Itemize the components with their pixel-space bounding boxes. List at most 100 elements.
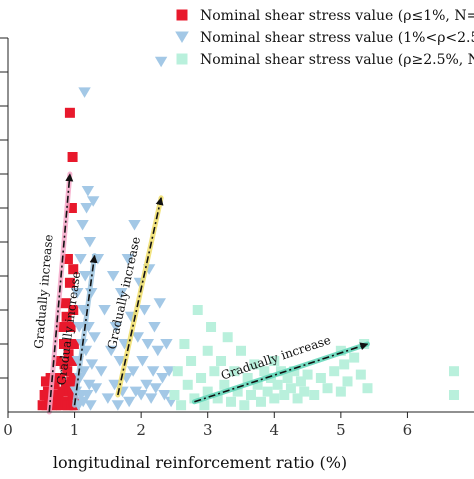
series-2-point-11 (202, 386, 213, 397)
series-0-point-20 (60, 298, 71, 309)
series-0-point-18 (59, 359, 70, 370)
series-0-point-22 (61, 311, 72, 322)
series-1-point-46 (128, 220, 141, 231)
series-0-point-37 (68, 305, 79, 315)
series-2-point-51 (349, 352, 360, 363)
series-2-point-32 (269, 356, 280, 366)
series-1-point-59 (149, 383, 162, 394)
legend-label-0: Nominal shear stress value (ρ≤1%, N=43) (200, 8, 474, 24)
series-1-point-9 (76, 220, 89, 231)
series-2-point-38 (289, 366, 300, 377)
series-2-point-12 (206, 322, 217, 332)
series-2-point-46 (329, 366, 340, 377)
series-2-point-45 (322, 383, 333, 394)
series-0-point-21 (60, 379, 71, 390)
series-0-point-4 (42, 386, 53, 397)
series-2-point-13 (209, 366, 220, 377)
legend: Nominal shear stress value (ρ≤1%, N=43) N… (175, 8, 474, 68)
series-1-point-1 (71, 288, 84, 299)
series-2-point-54 (362, 383, 373, 394)
series-1-point-29 (95, 366, 108, 377)
series-1-point-43 (122, 396, 136, 408)
series-0-point-10 (50, 400, 61, 411)
x-tick-label-4: 4 (270, 421, 280, 439)
series-2-point-50 (342, 376, 353, 387)
series-2-point-16 (219, 379, 230, 390)
series-0-point-12 (53, 393, 64, 404)
series-1-point-32 (104, 345, 118, 357)
series-2-point-28 (259, 366, 270, 377)
series-1-point-18 (81, 186, 95, 197)
y-axis-ticks (0, 37, 8, 379)
series-2-point-43 (309, 390, 320, 400)
series-2-point-29 (262, 386, 273, 397)
series-2-point-36 (282, 373, 293, 383)
series-1-point-27 (89, 383, 103, 394)
x-tick-label-6: 6 (403, 421, 413, 439)
series-2-point-18 (226, 396, 237, 407)
series-2-point-39 (292, 393, 303, 404)
series-2-point-33 (272, 379, 283, 390)
series-1-point-45 (126, 366, 140, 377)
series-2-point-3 (179, 339, 190, 349)
axes (7, 38, 474, 413)
series-2-point-48 (335, 386, 346, 397)
series-1-point-60 (151, 345, 164, 357)
series-1-point-10 (77, 396, 90, 408)
series-1-point-33 (106, 271, 120, 282)
series-1-point-17 (81, 390, 94, 401)
x-tick-label-3: 3 (203, 421, 213, 439)
series-2-point-19 (229, 366, 240, 377)
x-tick-label-1: 1 (70, 421, 80, 439)
series-0-point-9 (49, 379, 60, 390)
series-0-point-26 (63, 349, 74, 360)
series-2-point-41 (299, 386, 310, 397)
series-1-point-14 (79, 271, 92, 282)
series-2-point-20 (232, 386, 243, 397)
series-2-point-56 (449, 366, 460, 377)
series-2-point-2 (176, 400, 187, 411)
series-2-point-6 (189, 393, 200, 404)
series-1-point-42 (121, 254, 135, 265)
series-0-point-15 (56, 322, 67, 332)
series-1-point-57 (146, 366, 160, 377)
legend-label-2: Nominal shear stress value (ρ≥2.5%, N=9 (200, 52, 474, 68)
series-2-point-4 (182, 379, 193, 390)
series-1-point-35 (109, 322, 123, 333)
series-0-point-34 (66, 356, 77, 366)
series-2-point-14 (212, 393, 223, 404)
series-0-point-25 (62, 254, 73, 264)
x-axis-label: longitudinal reinforcement ratio (%) (53, 453, 347, 472)
series-0-point-8 (48, 390, 59, 400)
x-tick-label-2: 2 (136, 421, 146, 439)
series-2-point-22 (239, 400, 250, 411)
series-0-point-35 (67, 390, 78, 400)
series-1-point-38 (114, 288, 128, 299)
series-0-point-41 (68, 373, 79, 383)
series-0-point-16 (57, 386, 68, 397)
series-1-point-52 (138, 305, 151, 316)
series-1-point-4 (73, 322, 86, 333)
series-2-point-9 (199, 400, 210, 411)
series-1-point-20 (83, 379, 96, 391)
series-2-point-15 (216, 356, 227, 366)
series-2-point-27 (255, 396, 266, 407)
series-0-point-36 (67, 152, 78, 162)
x-axis-ticks: 0 1 2 3 4 5 6 (3, 412, 412, 439)
series-1-point-48 (131, 332, 145, 343)
series-0-point-33 (66, 203, 77, 213)
series-1-point-21 (83, 237, 97, 248)
series-2-point-31 (269, 393, 280, 404)
series-1-point-65 (160, 339, 173, 350)
legend-marker-2 (176, 53, 188, 65)
x-tick-label-0: 0 (3, 421, 13, 439)
series-0-point-30 (65, 322, 76, 332)
series-1-point-16 (80, 203, 93, 214)
series-2-point-7 (192, 305, 203, 315)
series-1-point-61 (153, 298, 166, 309)
series-0-point-11 (52, 356, 63, 366)
series-1-point-64 (158, 390, 171, 401)
x-tick-label-5: 5 (336, 421, 346, 439)
series-0-point-38 (68, 264, 79, 275)
